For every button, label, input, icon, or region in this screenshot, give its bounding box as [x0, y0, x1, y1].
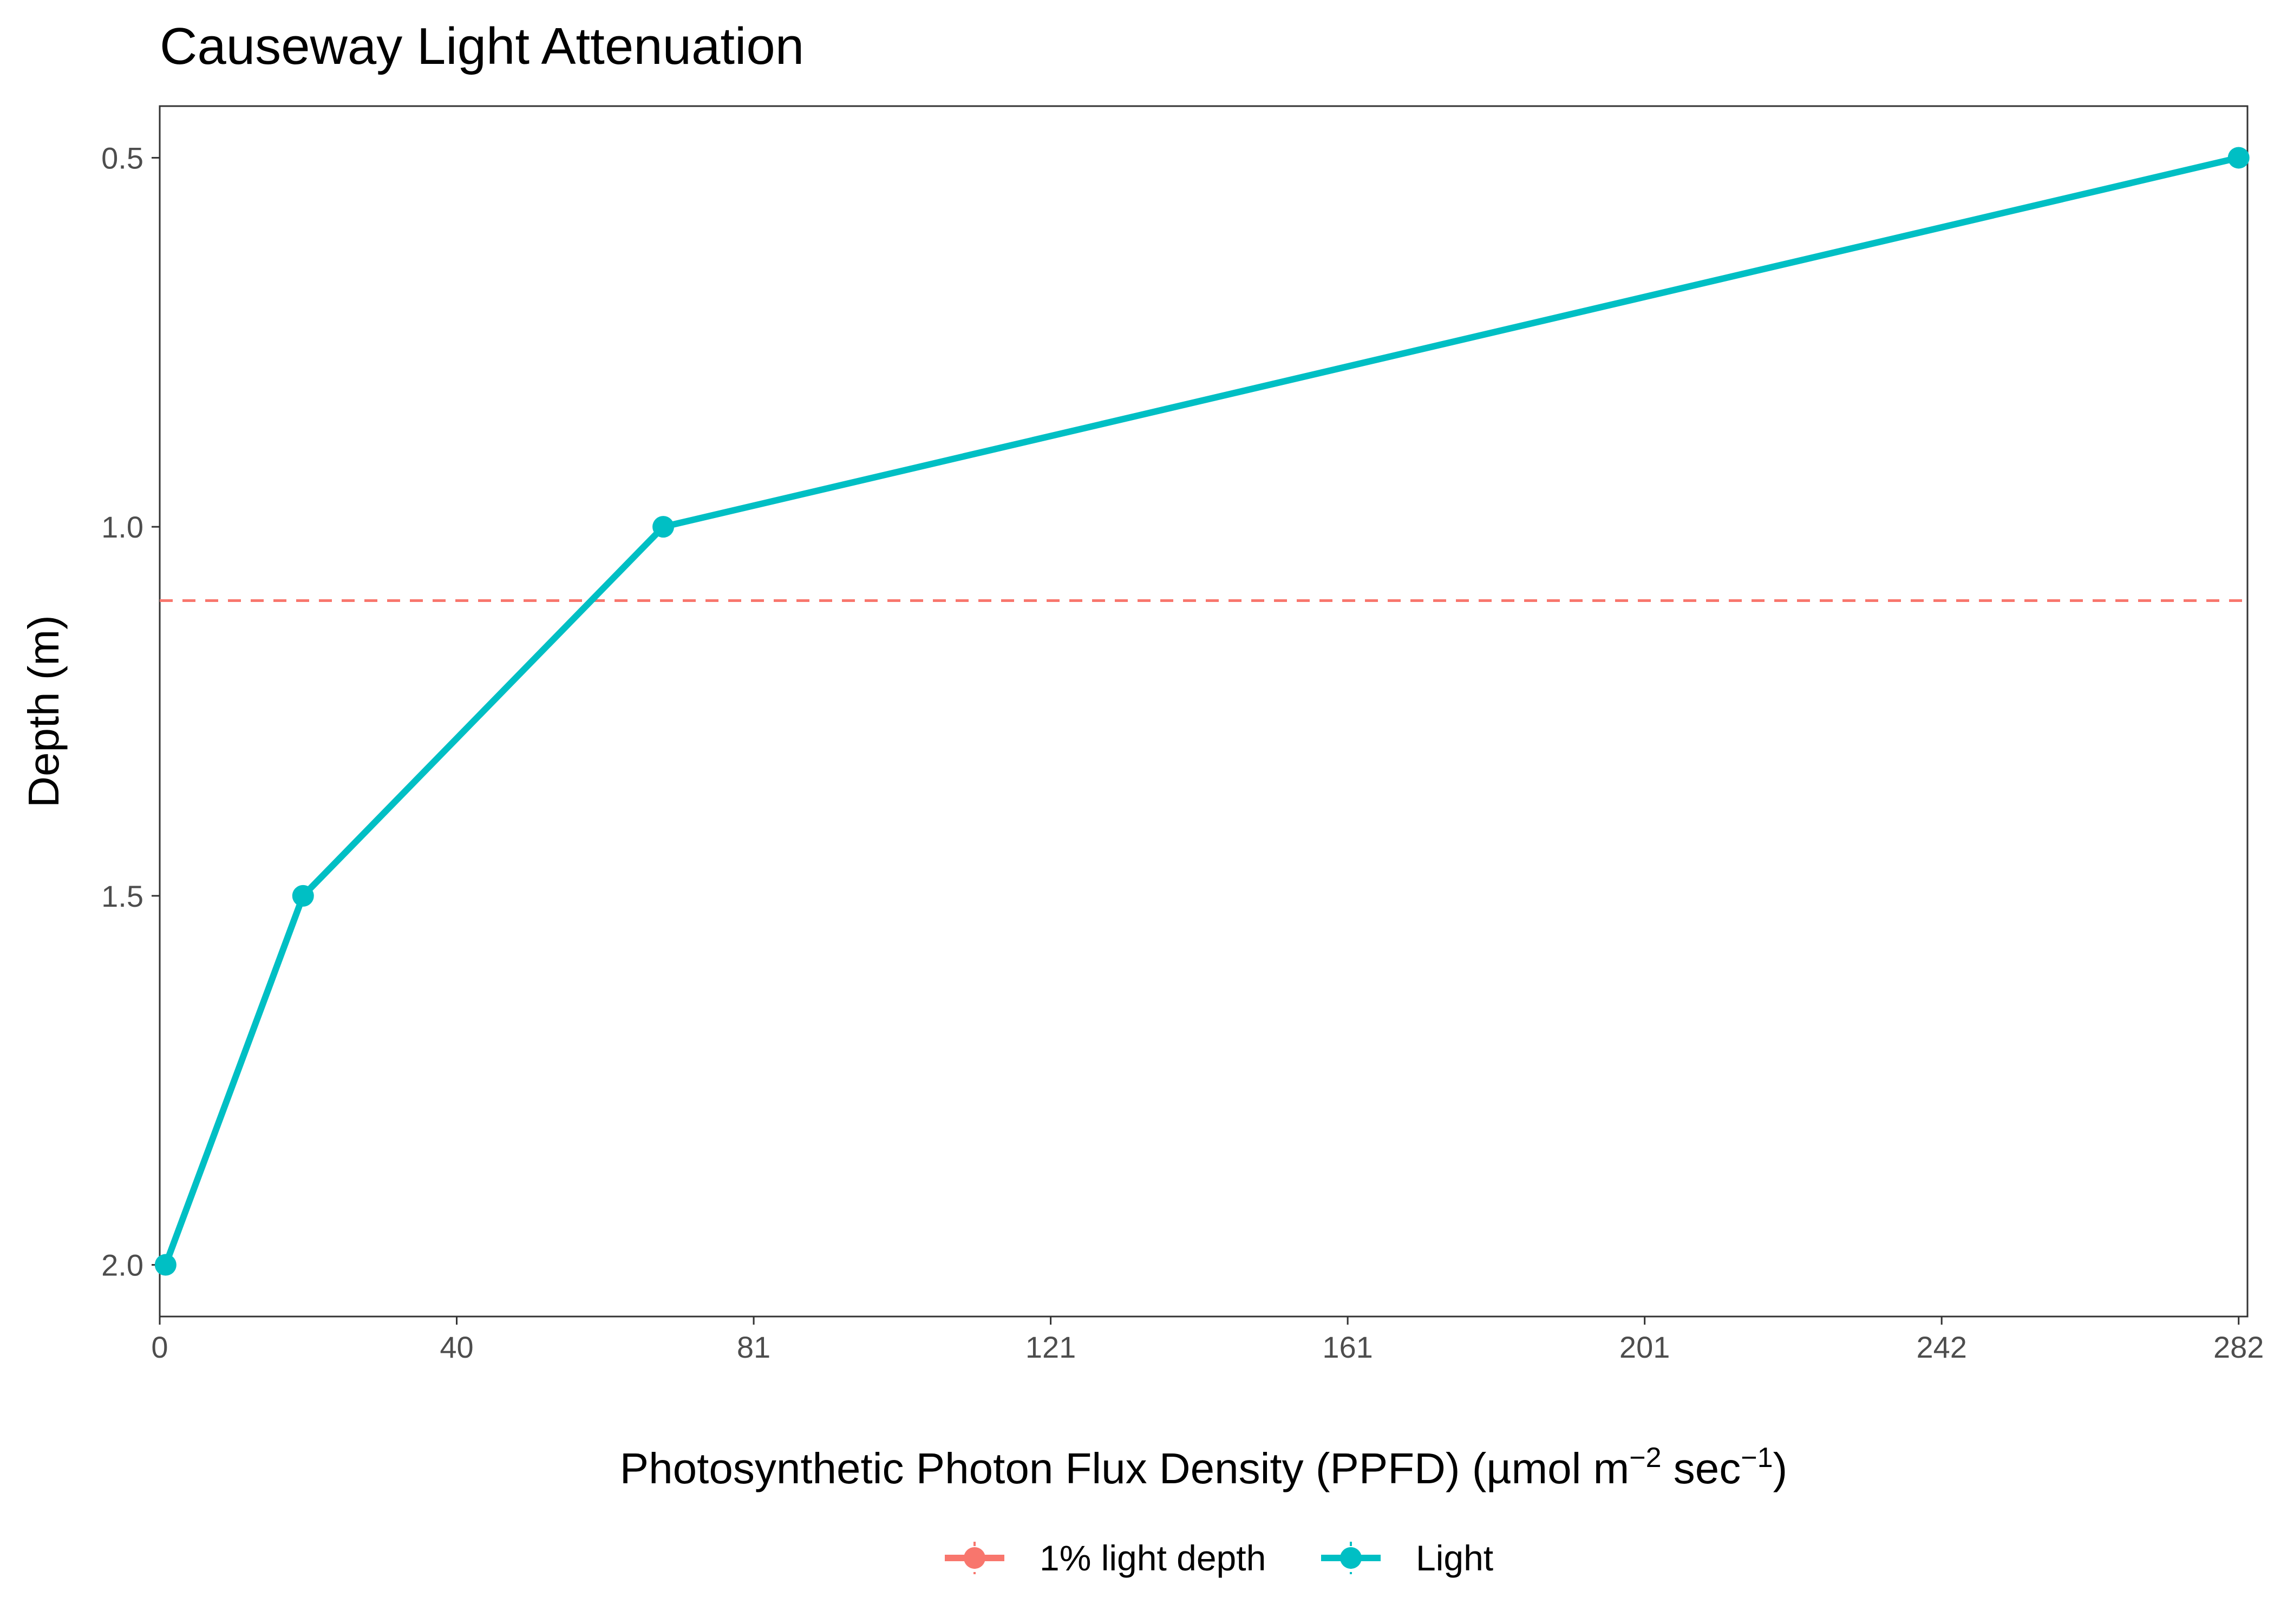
legend-label: Light	[1416, 1538, 1493, 1578]
x-tick-label: 161	[1322, 1330, 1373, 1364]
x-tick-label: 242	[1916, 1330, 1966, 1364]
legend: 1% light depth Light	[945, 1538, 1493, 1578]
x-axis-title-middle: sec	[1662, 1444, 1741, 1492]
x-axis-title-exponent-2: −1	[1741, 1442, 1773, 1474]
x-axis-title: Photosynthetic Photon Flux Density (PPFD…	[620, 1442, 1787, 1492]
x-axis-title-main: Photosynthetic Photon Flux Density (PPFD…	[620, 1444, 1630, 1492]
y-tick-label: 1.0	[101, 510, 143, 544]
x-tick-label: 201	[1619, 1330, 1670, 1364]
x-axis: 0 40 81 121 161 201 242 282	[151, 1317, 2264, 1364]
legend-key-point	[1340, 1547, 1362, 1569]
chart-title: Causeway Light Attenuation	[160, 17, 804, 75]
plot-panel	[159, 105, 2249, 1318]
x-axis-title-end: )	[1773, 1444, 1788, 1492]
series-line	[162, 154, 2242, 1268]
x-tick-label: 40	[440, 1330, 473, 1364]
y-tick-label: 0.5	[101, 141, 143, 175]
x-tick-label: 282	[2213, 1330, 2264, 1364]
x-tick-label: 121	[1025, 1330, 1076, 1364]
y-axis: 0.5 1.0 1.5 2.0	[101, 141, 160, 1282]
x-tick-label: 0	[151, 1330, 168, 1364]
legend-key-point	[964, 1547, 985, 1569]
x-tick-label: 81	[737, 1330, 770, 1364]
x-axis-title-exponent-1: −2	[1629, 1442, 1661, 1474]
y-tick-label: 1.5	[101, 879, 143, 913]
data-point	[2227, 147, 2250, 169]
data-point	[292, 885, 314, 907]
y-tick-label: 2.0	[101, 1248, 143, 1282]
data-point	[154, 1254, 177, 1276]
legend-label: 1% light depth	[1040, 1538, 1266, 1578]
data-point	[652, 516, 675, 538]
series-layer	[154, 147, 2250, 1276]
y-axis-title: Depth (m)	[19, 615, 68, 808]
